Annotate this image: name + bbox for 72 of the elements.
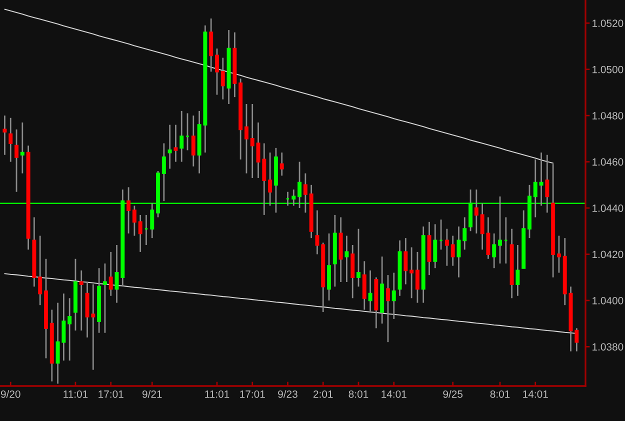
y-tick-label: 1.0420 <box>592 250 624 258</box>
candlestick <box>350 244 355 299</box>
x-tick-label: 14:01 <box>523 390 548 398</box>
candlestick <box>209 18 214 72</box>
candlestick <box>556 235 561 274</box>
y-tick-label: 1.0480 <box>592 112 624 120</box>
x-tick-label: 17:01 <box>240 390 265 398</box>
candlestick <box>410 246 414 299</box>
x-tick-label: 8:01 <box>348 390 368 398</box>
candlestick <box>456 226 461 278</box>
x-tick-label: 9/23 <box>278 390 298 398</box>
candlestick <box>444 228 449 267</box>
candlestick <box>174 124 178 162</box>
candlestick <box>256 122 260 179</box>
x-tick-label: 9/25 <box>443 390 463 398</box>
candlestick <box>244 103 248 174</box>
x-tick-label: 11:01 <box>64 390 88 398</box>
candlestick <box>450 235 455 267</box>
candlestick <box>492 232 496 269</box>
y-tick-label: 1.0520 <box>592 20 624 27</box>
candlestick <box>180 110 184 162</box>
candlestick <box>114 244 119 304</box>
candlestick <box>2 114 7 156</box>
x-tick-label: 14:01 <box>382 390 406 398</box>
y-tick-label: 1.0380 <box>592 343 624 351</box>
candlestick <box>191 114 196 168</box>
candlestick <box>14 128 18 193</box>
y-tick-label: 1.0500 <box>592 66 624 74</box>
y-tick-label: 1.0440 <box>592 204 624 212</box>
x-tick-label: 8:01 <box>490 390 510 398</box>
x-tick-label: 9/20 <box>0 390 20 398</box>
candlestick <box>368 270 372 313</box>
candlestick <box>415 251 420 304</box>
candlestick <box>303 172 308 214</box>
y-tick-label: 1.0400 <box>592 296 624 304</box>
candlestick <box>102 262 107 334</box>
candlestick <box>162 142 166 202</box>
candlestick <box>392 272 396 320</box>
candlestick <box>516 244 520 297</box>
candlestick <box>474 188 478 234</box>
candlestick <box>126 186 131 234</box>
candlestick <box>168 124 172 170</box>
candlestick <box>138 214 142 253</box>
candlestick <box>545 154 550 214</box>
x-tick-label: 11:01 <box>205 390 230 398</box>
candlestick <box>433 224 438 269</box>
candlestick <box>220 57 225 100</box>
candlestick <box>386 274 390 343</box>
candlestick <box>327 232 332 302</box>
candlestick <box>20 122 24 174</box>
x-tick-label: 17:01 <box>98 390 124 398</box>
candlestick <box>262 142 266 216</box>
candlestick <box>79 270 84 332</box>
y-tick-label: 1.0460 <box>592 158 624 166</box>
candlestick <box>68 297 72 362</box>
line-series <box>4 8 554 164</box>
x-tick-label: 9/21 <box>142 390 162 398</box>
candlestick <box>250 103 254 179</box>
candlestick <box>38 235 42 306</box>
candlestick <box>315 210 320 255</box>
candlestick <box>108 251 113 297</box>
candlestick <box>462 216 467 250</box>
candlestick <box>214 48 219 96</box>
candlestick <box>404 237 408 285</box>
candlestick <box>268 152 272 206</box>
x-tick-label: 2:01 <box>314 390 333 398</box>
candlestick <box>356 228 360 288</box>
candlestick <box>132 205 136 236</box>
candlestick <box>362 260 366 310</box>
candlestick <box>8 117 13 162</box>
candlestick <box>344 235 349 283</box>
candlestick <box>280 152 284 176</box>
